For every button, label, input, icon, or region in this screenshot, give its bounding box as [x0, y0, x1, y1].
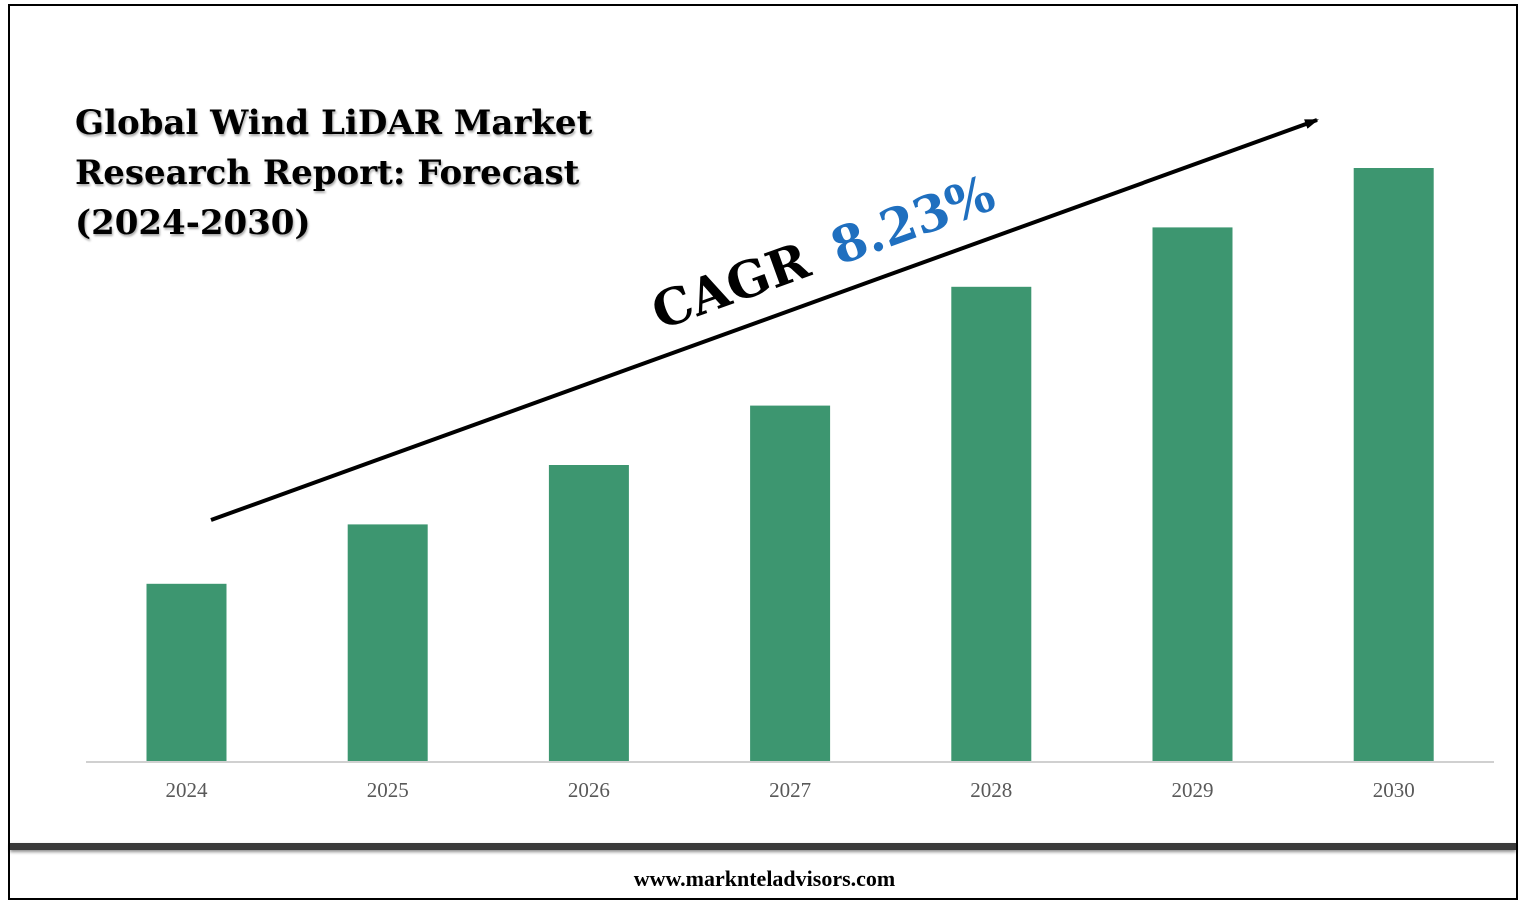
- cagr-label: CAGR: [644, 230, 818, 341]
- x-tick-label-2026: 2026: [568, 778, 610, 802]
- bar-2029: [1152, 227, 1233, 762]
- bar-2030: [1353, 168, 1434, 762]
- bar-2026: [548, 465, 629, 762]
- x-tick-label-2027: 2027: [769, 778, 811, 802]
- bar-2027: [750, 405, 831, 762]
- footer-divider: [10, 843, 1516, 850]
- cagr-trend-arrow: [210, 118, 1319, 522]
- x-tick-label-2028: 2028: [970, 778, 1012, 802]
- x-tick-label-2025: 2025: [367, 778, 409, 802]
- x-tick-labels: 2024 2025 2026 2027 2028 2029 2030: [166, 778, 1415, 802]
- bar-2025: [347, 524, 428, 762]
- bar-2028: [951, 286, 1032, 762]
- x-tick-label-2030: 2030: [1373, 778, 1415, 802]
- cagr-value: 8.23%: [823, 163, 1002, 276]
- chart-title: Global Wind LiDAR Market Research Report…: [75, 103, 593, 243]
- x-tick-label-2029: 2029: [1172, 778, 1214, 802]
- x-tick-label-2024: 2024: [166, 778, 209, 802]
- footer-url[interactable]: www.marknteladvisors.com: [633, 866, 896, 891]
- bar-2024: [146, 583, 227, 762]
- bar-group: [146, 168, 1434, 762]
